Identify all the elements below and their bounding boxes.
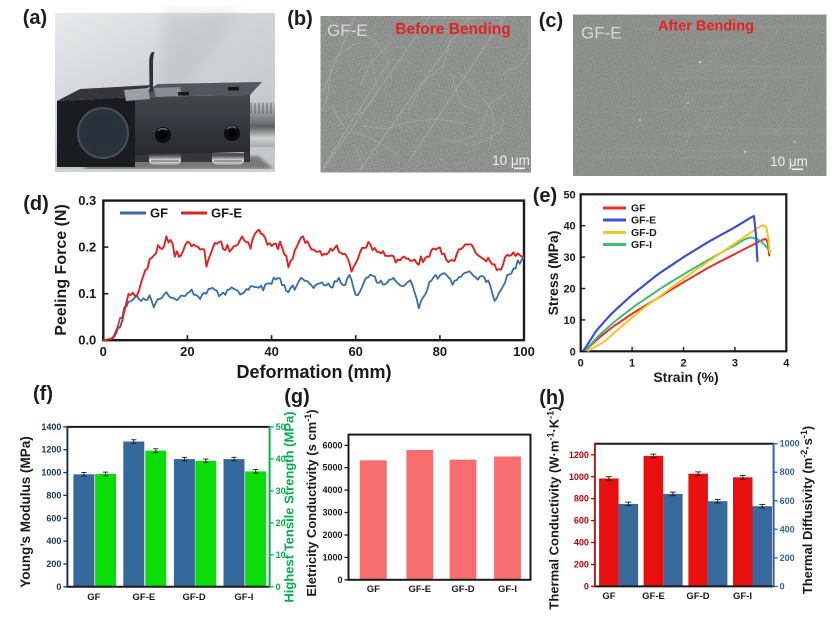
svg-text:2000: 2000 xyxy=(322,530,342,540)
svg-text:(b): (b) xyxy=(287,8,313,30)
svg-text:100: 100 xyxy=(513,344,535,359)
svg-text:1000: 1000 xyxy=(780,439,800,449)
svg-text:30: 30 xyxy=(276,486,286,496)
svg-text:800: 800 xyxy=(574,494,589,504)
svg-text:10: 10 xyxy=(563,315,575,327)
svg-text:0: 0 xyxy=(584,581,589,591)
svg-text:Before Bending: Before Bending xyxy=(395,21,510,38)
svg-text:(e): (e) xyxy=(533,185,557,207)
svg-text:20: 20 xyxy=(180,344,194,359)
svg-text:0: 0 xyxy=(100,344,107,359)
svg-text:0: 0 xyxy=(276,582,281,592)
svg-text:0: 0 xyxy=(337,575,342,585)
svg-text:GF-I: GF-I xyxy=(498,584,517,595)
svg-text:GF-E: GF-E xyxy=(631,215,656,227)
svg-text:1200: 1200 xyxy=(41,445,61,455)
svg-text:Highest Tensile Strength (MPa): Highest Tensile Strength (MPa) xyxy=(282,411,297,602)
svg-text:1200: 1200 xyxy=(569,450,589,460)
svg-text:20: 20 xyxy=(563,284,575,296)
svg-text:GF-E: GF-E xyxy=(408,584,431,595)
svg-text:400: 400 xyxy=(780,524,795,534)
svg-text:200: 200 xyxy=(574,560,589,570)
svg-text:600: 600 xyxy=(780,496,795,506)
svg-text:10: 10 xyxy=(276,550,286,560)
svg-text:40: 40 xyxy=(563,221,575,233)
svg-text:0.1: 0.1 xyxy=(78,286,96,301)
svg-text:GF-I: GF-I xyxy=(733,591,752,602)
svg-text:(g): (g) xyxy=(284,386,310,408)
svg-text:GF-D: GF-D xyxy=(451,584,474,595)
svg-text:40: 40 xyxy=(276,454,286,464)
svg-text:5000: 5000 xyxy=(322,463,342,473)
svg-text:0: 0 xyxy=(56,582,61,592)
svg-text:80: 80 xyxy=(433,344,447,359)
svg-text:4: 4 xyxy=(783,357,790,369)
svg-text:0.3: 0.3 xyxy=(78,193,96,208)
svg-text:GF: GF xyxy=(602,591,615,602)
svg-text:GF-E: GF-E xyxy=(133,592,156,603)
svg-text:Young’s Modulus (MPa): Young’s Modulus (MPa) xyxy=(18,436,33,588)
svg-text:1400: 1400 xyxy=(41,422,61,432)
svg-text:600: 600 xyxy=(574,516,589,526)
svg-text:(a): (a) xyxy=(23,7,47,29)
svg-text:GF-E: GF-E xyxy=(581,24,622,43)
svg-text:1000: 1000 xyxy=(569,472,589,482)
svg-text:GF-D: GF-D xyxy=(686,591,709,602)
svg-text:GF-D: GF-D xyxy=(631,227,657,239)
svg-text:GF: GF xyxy=(150,206,168,221)
svg-text:200: 200 xyxy=(46,559,61,569)
svg-text:Strain (%): Strain (%) xyxy=(653,369,718,385)
svg-text:0: 0 xyxy=(780,581,785,591)
svg-text:60: 60 xyxy=(348,344,362,359)
svg-text:3: 3 xyxy=(732,357,738,369)
svg-text:4000: 4000 xyxy=(322,485,342,495)
svg-text:GF: GF xyxy=(367,584,380,595)
svg-text:0.2: 0.2 xyxy=(78,240,96,255)
svg-text:GF-D: GF-D xyxy=(182,592,205,603)
svg-text:GF-E: GF-E xyxy=(211,206,242,221)
svg-text:GF: GF xyxy=(87,592,100,603)
svg-text:Eletricity Conductivity (s cm-: Eletricity Conductivity (s cm-1) xyxy=(303,409,319,596)
svg-text:Deformation (mm): Deformation (mm) xyxy=(236,362,391,382)
svg-text:10 μm: 10 μm xyxy=(770,154,808,169)
svg-text:400: 400 xyxy=(574,538,589,548)
svg-text:200: 200 xyxy=(780,553,795,563)
svg-text:600: 600 xyxy=(46,513,61,523)
svg-text:6000: 6000 xyxy=(322,440,342,450)
svg-text:1000: 1000 xyxy=(322,552,342,562)
svg-text:2: 2 xyxy=(680,357,686,369)
svg-text:GF-I: GF-I xyxy=(234,592,253,603)
svg-text:(d): (d) xyxy=(23,193,49,215)
svg-text:1: 1 xyxy=(629,357,635,369)
svg-text:GF-E: GF-E xyxy=(642,591,665,602)
svg-text:(c): (c) xyxy=(539,10,563,32)
svg-text:3000: 3000 xyxy=(322,508,342,518)
svg-text:800: 800 xyxy=(46,490,61,500)
svg-text:GF-E: GF-E xyxy=(327,21,368,40)
svg-text:0.0: 0.0 xyxy=(78,333,96,348)
svg-text:0: 0 xyxy=(570,346,576,358)
svg-text:1000: 1000 xyxy=(41,468,61,478)
svg-text:Peeling Force (N): Peeling Force (N) xyxy=(53,204,70,336)
svg-text:Thermal Conductivity (W·m-1·K-: Thermal Conductivity (W·m-1·K-1) xyxy=(546,406,562,609)
svg-text:0: 0 xyxy=(578,357,584,369)
svg-text:(f): (f) xyxy=(33,383,53,405)
svg-text:400: 400 xyxy=(46,536,61,546)
svg-text:Stress (MPa): Stress (MPa) xyxy=(545,231,561,316)
svg-text:GF: GF xyxy=(631,203,646,215)
svg-text:After Bending: After Bending xyxy=(658,19,754,35)
svg-text:20: 20 xyxy=(276,518,286,528)
svg-text:Thermal Diffusivity (m-2·s-1): Thermal Diffusivity (m-2·s-1) xyxy=(799,426,815,594)
svg-text:800: 800 xyxy=(780,467,795,477)
svg-text:50: 50 xyxy=(276,422,286,432)
svg-text:10 μm: 10 μm xyxy=(492,153,530,168)
svg-text:50: 50 xyxy=(563,189,575,201)
svg-text:40: 40 xyxy=(264,344,278,359)
svg-text:GF-I: GF-I xyxy=(631,239,652,251)
svg-text:30: 30 xyxy=(563,252,575,264)
svg-text:(h): (h) xyxy=(539,387,565,409)
